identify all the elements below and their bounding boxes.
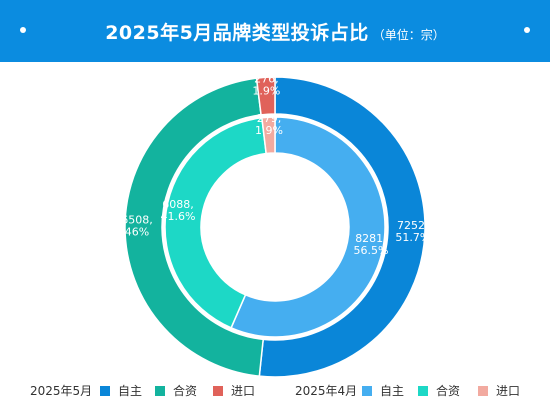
inner-ring-label-0: 8281, 56.5%: [353, 232, 388, 257]
legend-item-label: 合资: [436, 384, 461, 398]
legend-swatch: [100, 385, 110, 396]
legend-item-april-domestic[interactable]: 自主: [362, 382, 404, 399]
outer-ring-label-0: 7252, 51.7%: [395, 219, 430, 244]
slice-percent-label: 51.7%: [395, 231, 430, 244]
inner-ring-slice-1[interactable]: [164, 116, 267, 329]
inner-ring-label-1: 6088, 41.6%: [161, 198, 196, 223]
inner-ring-slice-2[interactable]: [261, 116, 276, 155]
slice-value-label: 6088,: [162, 198, 194, 211]
legend-item-may-jointventure[interactable]: 合资: [155, 382, 197, 399]
ring-separator: [162, 114, 388, 340]
chart-title: 2025年5月品牌类型投诉占比: [105, 21, 369, 44]
slice-value-label: 6508,: [121, 213, 153, 226]
outer-ring-label-2: 276, 1.9%: [252, 72, 280, 97]
slice-percent-label: 46%: [125, 225, 149, 238]
inner-ring-slice-0[interactable]: [230, 116, 386, 338]
legend: 2025年5月 自主 合资 进口 2025年4月 自主 合资 进口: [0, 378, 550, 402]
legend-item-label: 合资: [173, 384, 198, 398]
legend-swatch: [418, 385, 428, 396]
chart-unit: （单位：宗）: [372, 27, 445, 42]
nested-donut-chart: 7252, 51.7%6508, 46%276, 1.9%8281, 56.5%6088…: [121, 72, 430, 378]
outer-ring-label-1: 6508, 46%: [121, 213, 153, 238]
slice-value-label: 276,: [254, 72, 279, 85]
legend-swatch: [478, 385, 488, 396]
legend-group-label-may: 2025年5月: [30, 384, 93, 398]
slice-value-label: 7252,: [397, 219, 429, 232]
legend-item-april-jointventure[interactable]: 合资: [418, 382, 460, 399]
slice-percent-label: 1.9%: [255, 124, 283, 137]
header-dot-right: [524, 27, 530, 33]
legend-swatch: [213, 385, 223, 396]
legend-item-april-import[interactable]: 进口: [478, 382, 520, 399]
legend-group-label-april: 2025年4月: [295, 384, 358, 398]
legend-item-may-import[interactable]: 进口: [213, 382, 255, 399]
legend-item-may-domestic[interactable]: 自主: [100, 382, 142, 399]
legend-item-label: 自主: [118, 384, 143, 398]
header-dot-left: [20, 27, 26, 33]
slice-value-label: 8281,: [355, 232, 387, 245]
legend-item-label: 自主: [380, 384, 405, 398]
legend-item-label: 进口: [496, 384, 521, 398]
legend-swatch: [155, 385, 165, 396]
slice-percent-label: 41.6%: [161, 210, 196, 223]
legend-item-label: 进口: [231, 384, 256, 398]
chart-header: 2025年5月品牌类型投诉占比 （单位：宗）: [0, 0, 550, 62]
slice-percent-label: 56.5%: [353, 244, 388, 257]
slice-percent-label: 1.9%: [252, 84, 280, 97]
legend-swatch: [362, 385, 372, 396]
